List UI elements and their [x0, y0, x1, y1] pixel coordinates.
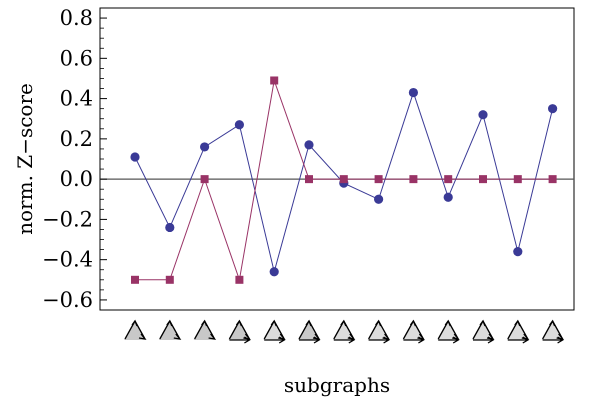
triad-icon [402, 319, 425, 344]
x-axis-title: subgraphs [284, 373, 390, 397]
y-tick-label: 0.0 [60, 167, 93, 191]
data-point [234, 120, 244, 130]
triad-icon [124, 319, 147, 340]
triad-icon [263, 319, 286, 344]
data-point [339, 175, 348, 184]
data-point [548, 104, 558, 114]
triad-icon [228, 319, 251, 344]
y-tick-label: 0.6 [60, 46, 93, 70]
data-point [270, 76, 279, 85]
data-point [443, 192, 453, 202]
data-point [408, 87, 418, 98]
y-axis-title: norm. Z−score [13, 83, 37, 235]
data-point [165, 222, 175, 233]
triad-icon [472, 319, 495, 344]
x-axis-icons [124, 319, 565, 344]
y-axis: −0.6 −0.4 −0.2 0.0 0.2 0.4 0.6 0.8 [42, 6, 107, 312]
data-point [548, 175, 557, 184]
data-point [444, 175, 453, 184]
data-point [513, 175, 522, 184]
triad-icon [158, 319, 182, 340]
y-tick-label: 0.8 [60, 6, 93, 30]
data-point [130, 152, 140, 162]
plot-frame [99, 7, 575, 311]
data-point [200, 175, 209, 184]
triad-icon [541, 319, 565, 344]
data-point [304, 140, 314, 150]
data-point [374, 194, 384, 204]
data-point [478, 110, 488, 120]
data-point [479, 175, 487, 184]
triad-icon [367, 319, 391, 344]
data-point [513, 247, 523, 257]
y-tick-label: 0.2 [60, 127, 93, 151]
data-point [374, 175, 383, 184]
data-point [305, 175, 313, 184]
data-point [131, 275, 139, 284]
triad-icon [332, 319, 356, 344]
data-point [235, 275, 244, 284]
data-point [409, 175, 418, 184]
y-tick-label: −0.2 [42, 207, 93, 231]
data-point [165, 275, 174, 284]
y-tick-label: −0.6 [42, 288, 93, 312]
triad-icon [193, 319, 217, 340]
triad-icon [437, 319, 460, 344]
y-tick-label: 0.4 [60, 87, 93, 111]
series-layer [130, 76, 558, 284]
data-point [269, 267, 279, 277]
triad-icon [298, 319, 321, 344]
triad-icon [506, 319, 530, 344]
y-tick-label: −0.4 [42, 248, 93, 272]
data-point [200, 142, 210, 152]
